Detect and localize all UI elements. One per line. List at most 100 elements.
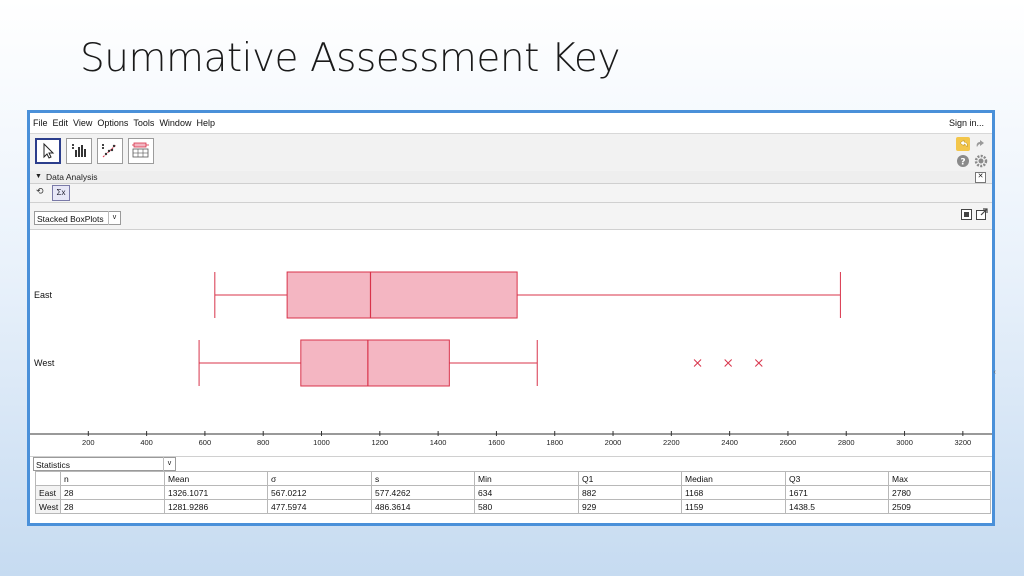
table-cell: 1159 bbox=[681, 499, 786, 514]
row-label: West bbox=[35, 499, 61, 514]
header-corner bbox=[35, 471, 61, 486]
chevron-down-icon: v bbox=[163, 457, 175, 471]
table-cell: 2509 bbox=[888, 499, 991, 514]
table-cell: 486.3614 bbox=[371, 499, 475, 514]
close-panel-icon[interactable]: ✕ bbox=[975, 172, 986, 183]
cursor-arrow-icon bbox=[43, 142, 55, 159]
outlier-point bbox=[724, 359, 733, 367]
box-iqr bbox=[300, 339, 450, 387]
undo-icon[interactable] bbox=[956, 137, 970, 151]
move-tool-button[interactable] bbox=[35, 138, 61, 164]
scatter-regression-icon bbox=[102, 144, 117, 158]
chevron-down-icon: v bbox=[108, 211, 120, 225]
collapse-triangle-icon[interactable]: ▼ bbox=[35, 173, 42, 180]
header-mean: Mean bbox=[164, 471, 268, 486]
header-q1: Q1 bbox=[578, 471, 682, 486]
sign-in-link[interactable]: Sign in... bbox=[948, 118, 984, 128]
menu-view[interactable]: View bbox=[73, 118, 93, 128]
statistics-toggle-button[interactable]: Σx bbox=[52, 185, 70, 201]
redo-icon[interactable] bbox=[974, 137, 988, 151]
slide-title: Summative Assessment Key bbox=[80, 36, 621, 81]
plot-type-value: Stacked BoxPlots bbox=[37, 214, 104, 224]
table-cell: 580 bbox=[474, 499, 579, 514]
header-min: Min bbox=[474, 471, 579, 486]
table-cell: 477.5974 bbox=[267, 499, 372, 514]
table-cell: 882 bbox=[578, 485, 682, 500]
x-tick-label: 2200 bbox=[663, 438, 680, 447]
box-iqr bbox=[286, 271, 518, 319]
menu-file[interactable]: File bbox=[33, 118, 48, 128]
histogram-icon bbox=[72, 144, 86, 157]
toolbar: ? bbox=[30, 133, 992, 173]
x-tick-label: 800 bbox=[257, 438, 270, 447]
x-tick-label: 2800 bbox=[838, 438, 855, 447]
table-cell: 28 bbox=[60, 485, 165, 500]
menu-options[interactable]: Options bbox=[97, 118, 129, 128]
x-tick-label: 2400 bbox=[721, 438, 738, 447]
table-cell: 1281.9286 bbox=[164, 499, 268, 514]
table-cell: 2780 bbox=[888, 485, 991, 500]
header-median: Median bbox=[681, 471, 786, 486]
export-icon[interactable] bbox=[976, 208, 988, 220]
table-cell: 567.0212 bbox=[267, 485, 372, 500]
help-icon[interactable]: ? bbox=[956, 154, 970, 168]
statistics-dropdown-value: Statistics bbox=[36, 460, 71, 470]
x-tick-label: 3000 bbox=[896, 438, 913, 447]
row-label: East bbox=[35, 485, 61, 500]
table-cell: 1168 bbox=[681, 485, 786, 500]
boxplot-chart: East West 200 400 600 800 1000 1200 1400 1600 1800… bbox=[30, 271, 992, 447]
data-analysis-subtoolbar: ⟲ Σx bbox=[30, 184, 992, 203]
table-cell: 28 bbox=[60, 499, 165, 514]
table-cell: 634 bbox=[474, 485, 579, 500]
add-to-graphics-icon[interactable] bbox=[961, 209, 972, 220]
x-tick-label: 1400 bbox=[430, 438, 447, 447]
x-tick-label: 3200 bbox=[955, 438, 972, 447]
category-label: East bbox=[34, 290, 53, 300]
table-cell: 577.4262 bbox=[371, 485, 475, 500]
header-s: s bbox=[371, 471, 475, 486]
gear-icon[interactable] bbox=[974, 154, 988, 168]
menu-help[interactable]: Help bbox=[196, 118, 215, 128]
x-tick-label: 400 bbox=[140, 438, 153, 447]
table-header-row: n Mean σ s Min Q1 Median Q3 Max bbox=[35, 471, 991, 486]
statistics-dropdown[interactable]: Statistics v bbox=[33, 457, 176, 471]
table-cell: 1326.1071 bbox=[164, 485, 268, 500]
plot-type-dropdown[interactable]: Stacked BoxPlots v bbox=[34, 211, 121, 225]
header-max: Max bbox=[888, 471, 991, 486]
svg-text:?: ? bbox=[960, 158, 965, 168]
panel-title: Data Analysis bbox=[46, 172, 98, 182]
table-cell: 929 bbox=[578, 499, 682, 514]
x-tick-label: 200 bbox=[82, 438, 95, 447]
outlier-point bbox=[754, 359, 763, 367]
table-row: West 28 1281.9286 477.5974 486.3614 580 … bbox=[35, 499, 991, 514]
two-variable-regression-button[interactable] bbox=[97, 138, 123, 164]
menu-tools[interactable]: Tools bbox=[133, 118, 155, 128]
one-variable-analysis-button[interactable] bbox=[66, 138, 92, 164]
boxplot-table-icon bbox=[132, 142, 149, 158]
x-tick-label: 1200 bbox=[371, 438, 388, 447]
table-row: East 28 1326.1071 567.0212 577.4262 634 … bbox=[35, 485, 991, 500]
geogebra-window: File Edit View Options Tools Window Help… bbox=[27, 110, 996, 526]
header-sigma: σ bbox=[267, 471, 372, 486]
statistics-bar: Statistics v bbox=[30, 456, 992, 471]
collapse-side-arrow-icon[interactable]: ‹ bbox=[993, 369, 996, 376]
outlier-point bbox=[693, 359, 702, 367]
x-tick-label: 2000 bbox=[605, 438, 622, 447]
header-q3: Q3 bbox=[785, 471, 889, 486]
menu-bar: File Edit View Options Tools Window Help… bbox=[30, 113, 992, 133]
x-tick-label: 2600 bbox=[780, 438, 797, 447]
boxplot-area: East West 200 400 600 800 1000 1200 1400 1600 1800… bbox=[30, 230, 992, 456]
swap-icon[interactable]: ⟲ bbox=[36, 186, 44, 196]
header-n: n bbox=[60, 471, 165, 486]
data-analysis-header: ▼ Data Analysis ✕ bbox=[30, 171, 992, 184]
table-cell: 1438.5 bbox=[785, 499, 889, 514]
statistics-table: n Mean σ s Min Q1 Median Q3 Max East 28 … bbox=[35, 471, 991, 514]
x-tick-label: 1000 bbox=[313, 438, 330, 447]
multiple-variable-analysis-button[interactable] bbox=[128, 138, 154, 164]
x-tick-label: 1600 bbox=[488, 438, 505, 447]
plot-options-bar: Stacked BoxPlots v bbox=[30, 203, 992, 230]
table-cell: 1671 bbox=[785, 485, 889, 500]
x-tick-label: 600 bbox=[199, 438, 212, 447]
menu-window[interactable]: Window bbox=[159, 118, 192, 128]
menu-edit[interactable]: Edit bbox=[52, 118, 69, 128]
